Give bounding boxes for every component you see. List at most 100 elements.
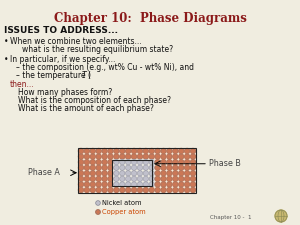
Circle shape: [102, 176, 107, 181]
Circle shape: [96, 182, 101, 187]
Circle shape: [132, 182, 136, 187]
Circle shape: [108, 171, 113, 176]
Circle shape: [90, 165, 95, 170]
Circle shape: [161, 187, 166, 193]
Circle shape: [79, 148, 83, 153]
Circle shape: [120, 148, 125, 153]
Circle shape: [90, 176, 95, 181]
Circle shape: [102, 154, 107, 159]
Circle shape: [79, 171, 83, 176]
Circle shape: [102, 148, 107, 153]
Text: – the composition (e.g., wt% Cu - wt% Ni), and: – the composition (e.g., wt% Cu - wt% Ni…: [16, 63, 194, 72]
Circle shape: [126, 148, 131, 153]
Circle shape: [167, 154, 172, 159]
Circle shape: [132, 165, 136, 170]
Circle shape: [126, 182, 131, 187]
Circle shape: [184, 176, 190, 181]
Text: what is the resulting equilibrium state?: what is the resulting equilibrium state?: [22, 45, 173, 54]
Text: Nickel atom: Nickel atom: [102, 200, 142, 206]
Circle shape: [184, 171, 190, 176]
Circle shape: [120, 171, 125, 176]
Circle shape: [167, 160, 172, 165]
Circle shape: [84, 165, 89, 170]
Circle shape: [173, 182, 178, 187]
Text: Copper atom: Copper atom: [102, 209, 146, 215]
Circle shape: [155, 182, 160, 187]
Circle shape: [126, 154, 131, 159]
Circle shape: [114, 187, 119, 193]
Circle shape: [167, 165, 172, 170]
Bar: [78, 148, 196, 193]
Circle shape: [114, 182, 119, 187]
Circle shape: [114, 165, 119, 170]
Circle shape: [167, 187, 172, 193]
Circle shape: [173, 187, 178, 193]
Circle shape: [179, 176, 184, 181]
Circle shape: [96, 160, 101, 165]
Circle shape: [120, 154, 125, 159]
Circle shape: [184, 154, 190, 159]
Circle shape: [149, 176, 154, 181]
Circle shape: [84, 148, 89, 153]
Circle shape: [114, 148, 119, 153]
Circle shape: [143, 187, 148, 193]
Text: •: •: [4, 37, 8, 46]
Circle shape: [155, 176, 160, 181]
Circle shape: [90, 148, 95, 153]
Circle shape: [108, 182, 113, 187]
Circle shape: [90, 182, 95, 187]
Circle shape: [173, 171, 178, 176]
Circle shape: [126, 176, 131, 181]
Circle shape: [155, 148, 160, 153]
Circle shape: [79, 176, 83, 181]
Circle shape: [275, 210, 287, 222]
Circle shape: [84, 187, 89, 193]
Text: then...: then...: [10, 80, 34, 89]
Circle shape: [132, 160, 136, 165]
Circle shape: [173, 154, 178, 159]
Circle shape: [108, 187, 113, 193]
Circle shape: [96, 148, 101, 153]
Circle shape: [79, 154, 83, 159]
Circle shape: [179, 154, 184, 159]
Circle shape: [149, 148, 154, 153]
Circle shape: [161, 154, 166, 159]
Circle shape: [137, 182, 142, 187]
Circle shape: [149, 187, 154, 193]
Circle shape: [143, 165, 148, 170]
Circle shape: [96, 165, 101, 170]
Circle shape: [102, 160, 107, 165]
Circle shape: [126, 160, 131, 165]
Circle shape: [79, 187, 83, 193]
Circle shape: [167, 148, 172, 153]
Circle shape: [173, 148, 178, 153]
Circle shape: [102, 165, 107, 170]
Circle shape: [137, 176, 142, 181]
Text: Phase A: Phase A: [28, 168, 60, 177]
Circle shape: [108, 165, 113, 170]
Circle shape: [137, 165, 142, 170]
Circle shape: [179, 160, 184, 165]
Circle shape: [155, 171, 160, 176]
Circle shape: [96, 201, 100, 205]
Circle shape: [179, 148, 184, 153]
Circle shape: [84, 154, 89, 159]
Circle shape: [108, 148, 113, 153]
Circle shape: [114, 171, 119, 176]
Circle shape: [149, 154, 154, 159]
Circle shape: [190, 154, 196, 159]
Circle shape: [120, 182, 125, 187]
Circle shape: [84, 176, 89, 181]
Circle shape: [84, 160, 89, 165]
Circle shape: [184, 148, 190, 153]
Circle shape: [79, 165, 83, 170]
Circle shape: [155, 154, 160, 159]
Circle shape: [184, 187, 190, 193]
Circle shape: [190, 182, 196, 187]
Circle shape: [167, 182, 172, 187]
Circle shape: [149, 182, 154, 187]
Circle shape: [79, 182, 83, 187]
Circle shape: [96, 154, 101, 159]
Circle shape: [161, 176, 166, 181]
Circle shape: [190, 165, 196, 170]
